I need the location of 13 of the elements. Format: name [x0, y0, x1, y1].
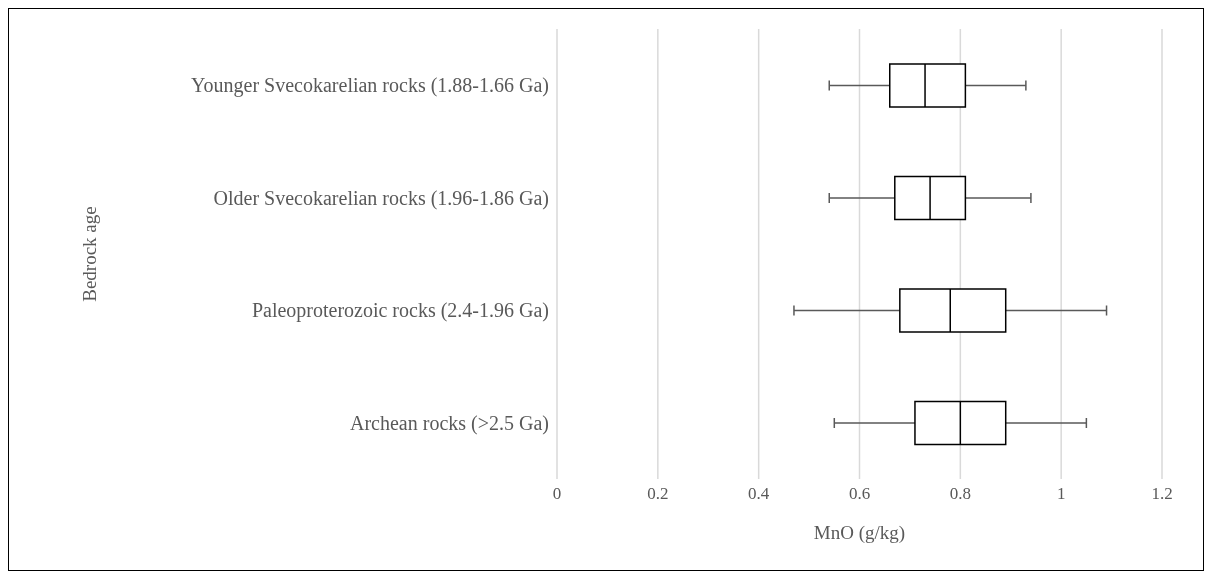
y-axis-title: Bedrock age	[78, 206, 100, 302]
x-tick-label: 0.4	[748, 484, 770, 504]
x-tick-label: 0.6	[848, 484, 871, 504]
x-tick-label: 0	[552, 484, 562, 504]
x-tick-label: 1	[1056, 484, 1066, 504]
x-axis-title: MnO (g/kg)	[813, 522, 906, 544]
y-tick-label: Paleoproterozoic rocks (2.4-1.96 Ga)	[251, 299, 549, 323]
x-tick-label: 0.2	[647, 484, 669, 504]
y-tick-label: Younger Svecokarelian rocks (1.88-1.66 Ga)	[191, 74, 549, 98]
y-tick-label: Archean rocks (>2.5 Ga)	[350, 411, 549, 435]
y-tick-label: Older Svecokarelian rocks (1.96-1.86 Ga)	[213, 186, 549, 210]
x-tick-label: 0.8	[949, 484, 971, 504]
x-tick-label: 1.2	[1151, 484, 1173, 504]
